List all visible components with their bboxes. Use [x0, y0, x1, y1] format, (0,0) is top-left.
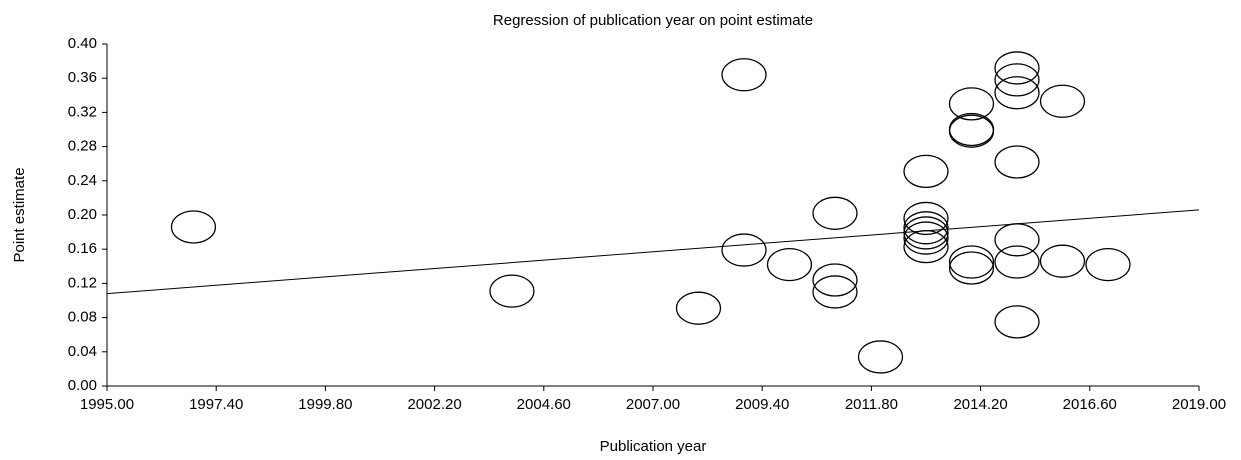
point: [994, 63, 1040, 97]
x-tick-label: 2007.00: [626, 396, 680, 413]
y-tick-label: 0.04: [68, 343, 97, 360]
y-tick-label: 0.32: [68, 103, 97, 120]
point: [994, 245, 1040, 279]
point: [170, 210, 217, 244]
x-tick-label: 2009.40: [735, 396, 789, 413]
point: [903, 229, 949, 264]
x-tick-label: 1997.40: [189, 396, 243, 413]
y-tick-label: 0.40: [68, 35, 97, 52]
y-tick-label: 0.28: [68, 138, 97, 155]
point: [1039, 244, 1086, 278]
point: [721, 58, 767, 92]
y-tick-label: 0.00: [68, 377, 97, 394]
x-tick-label: 2016.60: [1063, 396, 1117, 413]
x-tick-label: 1995.00: [80, 396, 134, 413]
point: [994, 76, 1040, 110]
point: [994, 51, 1040, 85]
point: [766, 247, 813, 282]
point: [994, 145, 1040, 179]
x-tick-label: 2002.20: [407, 396, 461, 413]
x-tick-label: 2019.00: [1172, 396, 1226, 413]
point: [812, 263, 858, 297]
point: [948, 114, 995, 148]
point: [903, 221, 949, 255]
y-tick-label: 0.24: [68, 172, 97, 189]
y-tick-label: 0.08: [68, 309, 97, 326]
point: [1039, 84, 1086, 118]
point: [812, 275, 858, 309]
point: [857, 340, 904, 374]
point: [994, 305, 1040, 339]
x-tick-label: 1999.80: [298, 396, 352, 413]
point: [948, 112, 995, 147]
point: [948, 251, 995, 285]
point: [812, 196, 858, 230]
y-axis-label: Point estimate: [11, 167, 28, 262]
point: [903, 211, 949, 245]
point: [1085, 247, 1131, 282]
point: [948, 245, 995, 279]
chart-title: Regression of publication year on point …: [493, 12, 813, 29]
y-tick-label: 0.16: [68, 240, 97, 257]
point: [675, 291, 722, 325]
x-tick-label: 2004.60: [517, 396, 571, 413]
regression-line: [106, 209, 1200, 295]
point: [948, 87, 995, 121]
x-tick-label: 2011.80: [845, 396, 898, 413]
point: [489, 274, 535, 308]
point: [721, 233, 767, 267]
x-tick-label: 2014.20: [953, 396, 1007, 413]
point: [903, 154, 949, 189]
x-axis-label: Publication year: [600, 438, 707, 455]
point: [903, 201, 949, 236]
y-tick-label: 0.12: [68, 274, 97, 291]
y-tick-label: 0.36: [68, 69, 97, 86]
y-tick-label: 0.20: [68, 206, 97, 223]
